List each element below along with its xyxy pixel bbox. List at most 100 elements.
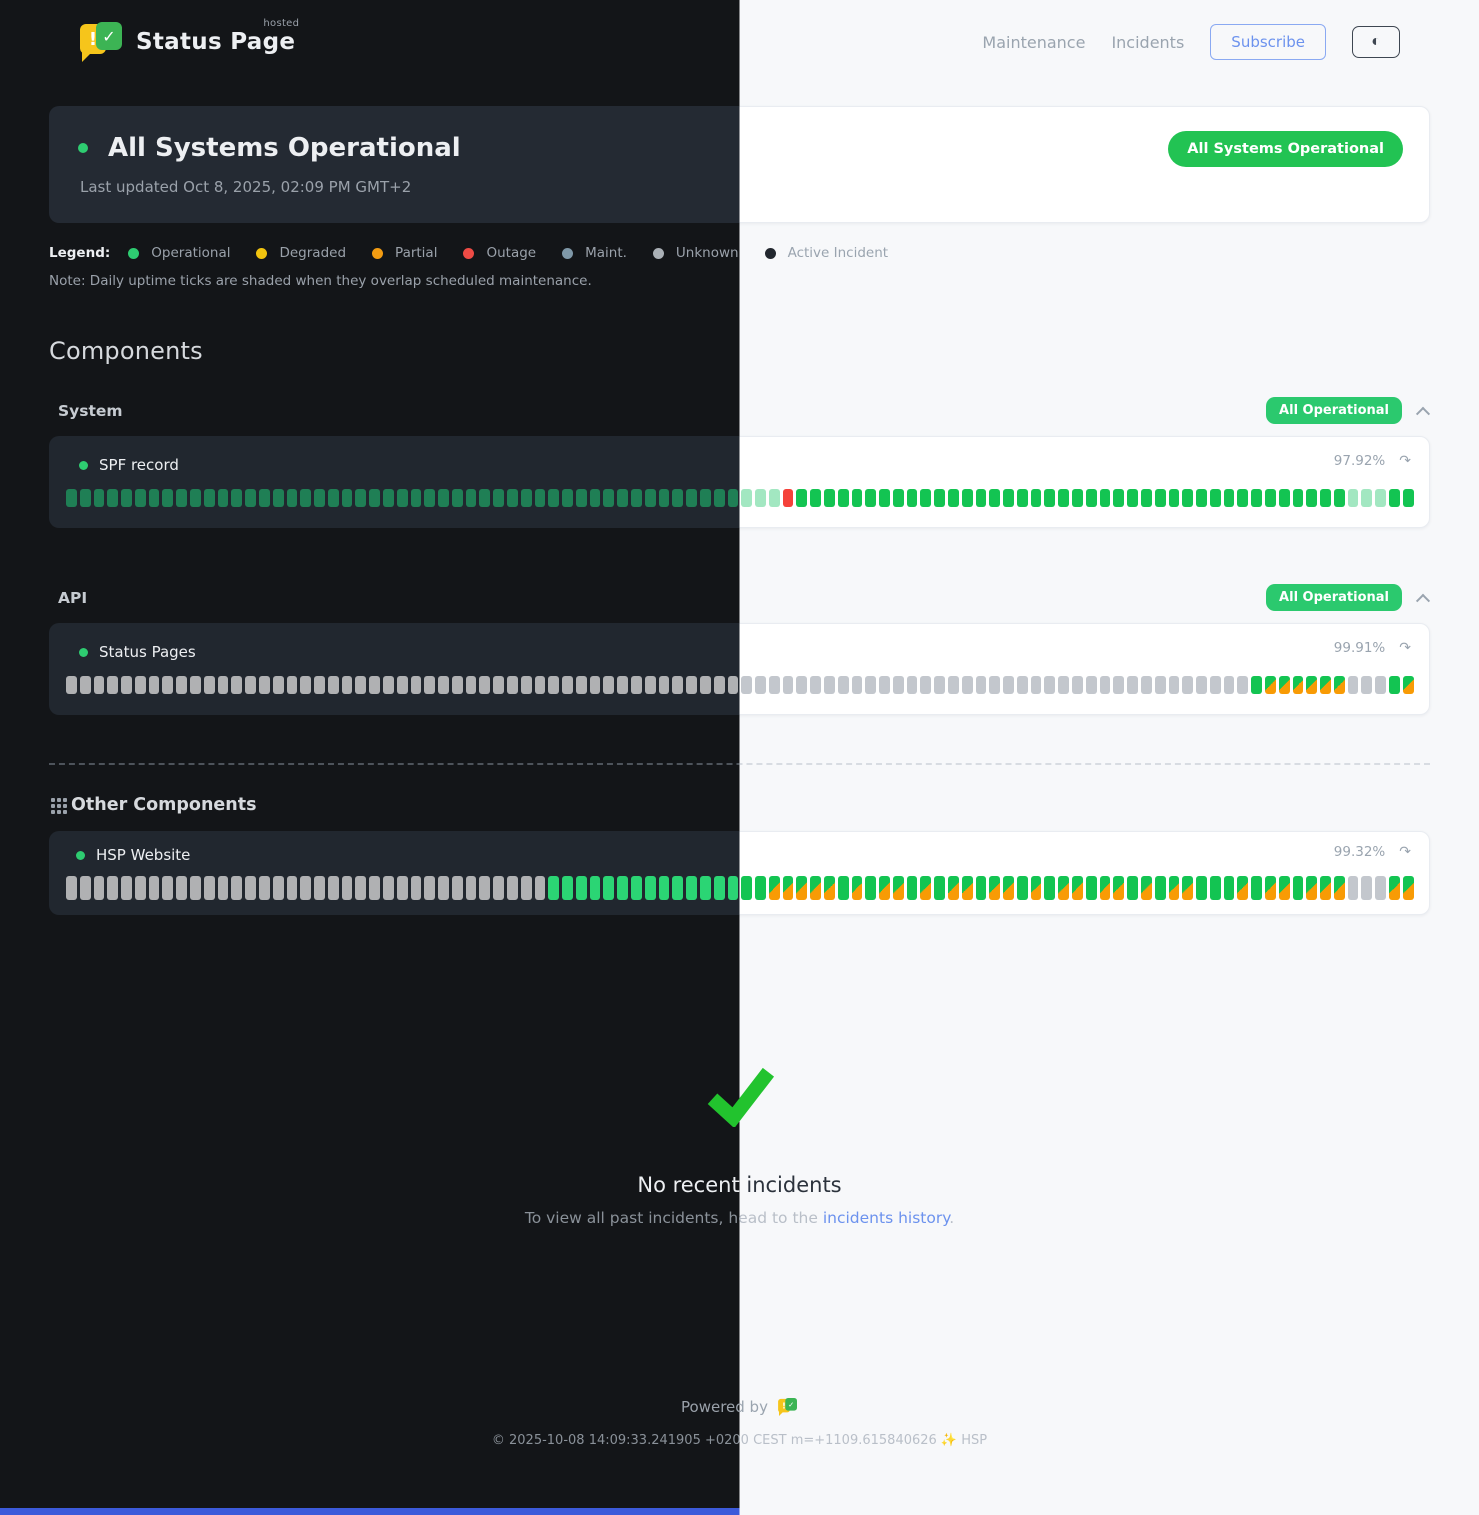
uptime-tick[interactable] <box>272 876 284 900</box>
uptime-tick[interactable] <box>1003 489 1014 507</box>
uptime-tick[interactable] <box>507 876 518 900</box>
uptime-tick[interactable] <box>892 489 904 507</box>
uptime-tick[interactable] <box>134 489 146 507</box>
uptime-tick[interactable] <box>823 489 835 507</box>
uptime-tick[interactable] <box>327 876 339 900</box>
uptime-tick[interactable] <box>1030 876 1042 900</box>
uptime-tick[interactable] <box>672 876 684 900</box>
uptime-tick[interactable] <box>989 876 1001 900</box>
uptime-tick[interactable] <box>782 876 794 900</box>
uptime-tick[interactable] <box>865 489 877 507</box>
uptime-tick[interactable] <box>341 676 353 694</box>
uptime-tick[interactable] <box>1402 489 1414 507</box>
uptime-tick[interactable] <box>906 876 918 900</box>
uptime-tick[interactable] <box>1182 489 1194 507</box>
uptime-tick[interactable] <box>603 489 615 507</box>
uptime-tick[interactable] <box>1237 876 1249 900</box>
uptime-tick[interactable] <box>1375 676 1386 694</box>
uptime-tick[interactable] <box>1072 876 1083 900</box>
uptime-tick[interactable] <box>920 489 932 507</box>
uptime-tick[interactable] <box>1347 876 1359 900</box>
uptime-tick[interactable] <box>782 489 794 507</box>
uptime-tick[interactable] <box>66 489 77 507</box>
uptime-tick[interactable] <box>617 876 629 900</box>
uptime-tick[interactable] <box>727 676 739 694</box>
uptime-tick[interactable] <box>258 676 270 694</box>
uptime-tick[interactable] <box>851 489 863 507</box>
uptime-tick[interactable] <box>314 489 325 507</box>
uptime-tick[interactable] <box>520 876 532 900</box>
uptime-tick[interactable] <box>1016 676 1028 694</box>
uptime-tick[interactable] <box>575 676 587 694</box>
uptime-tick[interactable] <box>300 489 312 507</box>
uptime-tick[interactable] <box>410 676 422 694</box>
chevron-up-icon[interactable] <box>1415 593 1431 608</box>
uptime-tick[interactable] <box>424 676 436 694</box>
uptime-tick[interactable] <box>176 489 188 507</box>
uptime-tick[interactable] <box>672 676 684 694</box>
uptime-tick[interactable] <box>906 676 918 694</box>
uptime-tick[interactable] <box>1375 489 1386 507</box>
uptime-tick[interactable] <box>134 876 146 900</box>
uptime-tick[interactable] <box>286 489 298 507</box>
uptime-tick[interactable] <box>1030 489 1042 507</box>
uptime-tick[interactable] <box>823 676 835 694</box>
uptime-tick[interactable] <box>810 676 821 694</box>
uptime-tick[interactable] <box>1402 876 1414 900</box>
uptime-tick[interactable] <box>1044 676 1056 694</box>
uptime-tick[interactable] <box>1237 676 1249 694</box>
uptime-tick[interactable] <box>327 489 339 507</box>
uptime-tick[interactable] <box>768 676 780 694</box>
uptime-tick[interactable] <box>93 876 105 900</box>
uptime-tick[interactable] <box>1154 876 1166 900</box>
uptime-tick[interactable] <box>520 489 532 507</box>
uptime-tick[interactable] <box>699 876 711 900</box>
uptime-tick[interactable] <box>837 876 849 900</box>
uptime-tick[interactable] <box>272 489 284 507</box>
uptime-tick[interactable] <box>934 489 945 507</box>
uptime-tick[interactable] <box>1099 489 1111 507</box>
uptime-tick[interactable] <box>658 876 670 900</box>
uptime-tick[interactable] <box>438 876 449 900</box>
uptime-tick[interactable] <box>1278 876 1290 900</box>
uptime-tick[interactable] <box>231 876 243 900</box>
uptime-tick[interactable] <box>190 489 201 507</box>
uptime-tick[interactable] <box>1209 489 1221 507</box>
uptime-tick[interactable] <box>796 676 808 694</box>
uptime-tick[interactable] <box>1099 876 1111 900</box>
uptime-tick[interactable] <box>314 876 325 900</box>
uptime-tick[interactable] <box>892 876 904 900</box>
uptime-tick[interactable] <box>1140 676 1152 694</box>
uptime-tick[interactable] <box>1044 489 1056 507</box>
uptime-tick[interactable] <box>493 489 504 507</box>
uptime-tick[interactable] <box>1292 489 1304 507</box>
uptime-tick[interactable] <box>975 676 987 694</box>
uptime-tick[interactable] <box>1306 489 1318 507</box>
uptime-tick[interactable] <box>479 489 491 507</box>
uptime-tick[interactable] <box>755 489 766 507</box>
uptime-tick[interactable] <box>1127 676 1138 694</box>
trend-icon[interactable]: ↷ <box>1399 453 1411 469</box>
uptime-tick[interactable] <box>741 489 753 507</box>
uptime-tick[interactable] <box>79 489 91 507</box>
uptime-tick[interactable] <box>1085 676 1097 694</box>
uptime-tick[interactable] <box>1168 676 1180 694</box>
uptime-tick[interactable] <box>245 676 256 694</box>
uptime-tick[interactable] <box>369 876 380 900</box>
uptime-tick[interactable] <box>1196 489 1207 507</box>
uptime-tick[interactable] <box>686 676 697 694</box>
uptime-tick[interactable] <box>837 676 849 694</box>
uptime-tick[interactable] <box>1113 876 1125 900</box>
uptime-tick[interactable] <box>479 876 491 900</box>
uptime-tick[interactable] <box>162 676 174 694</box>
uptime-tick[interactable] <box>203 876 215 900</box>
uptime-tick[interactable] <box>562 489 573 507</box>
uptime-tick[interactable] <box>727 489 739 507</box>
uptime-tick[interactable] <box>1251 676 1262 694</box>
uptime-tick[interactable] <box>451 489 463 507</box>
uptime-tick[interactable] <box>1182 876 1194 900</box>
uptime-tick[interactable] <box>1264 876 1276 900</box>
uptime-tick[interactable] <box>1320 876 1331 900</box>
uptime-tick[interactable] <box>699 489 711 507</box>
uptime-tick[interactable] <box>438 489 449 507</box>
